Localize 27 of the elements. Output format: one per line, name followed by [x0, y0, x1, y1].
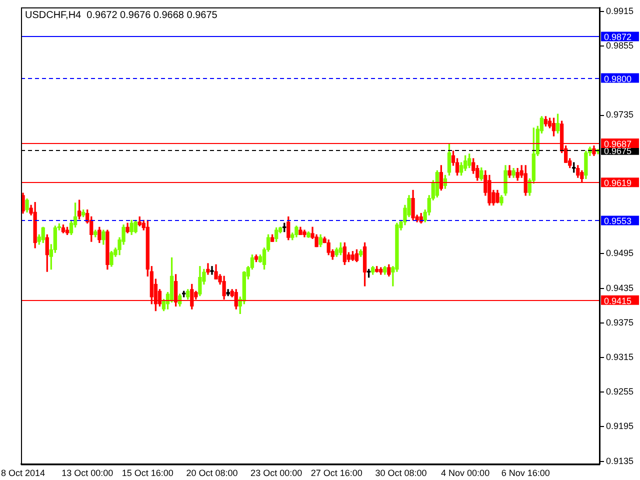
y-tick-label: 0.9435: [606, 282, 634, 293]
y-tick-label: 0.9495: [606, 248, 634, 258]
y-tick-label: 0.9315: [606, 352, 634, 362]
x-tick-label: 15 Oct 16:00: [122, 468, 174, 478]
candlestick: [210, 266, 214, 275]
x-tick-label: 13 Oct 00:00: [62, 468, 114, 478]
y-tick-label: 0.9195: [606, 421, 634, 432]
x-tick-label: 6 Nov 16:00: [501, 468, 550, 478]
x-tick-label: 27 Oct 16:00: [310, 468, 362, 478]
chart-title: USDCHF,H4 0.9672 0.9676 0.9668 0.9675: [25, 10, 218, 22]
x-tick-label: 23 Oct 00:00: [250, 468, 302, 478]
y-tick-label: 0.9375: [606, 317, 634, 328]
ref-line-label: 0.9687: [604, 138, 632, 149]
ref-line-label: 0.9800: [604, 74, 632, 84]
ref-line-label: 0.9872: [604, 32, 632, 42]
y-tick-label: 0.9135: [606, 456, 634, 466]
y-tick-label: 0.9735: [606, 110, 634, 120]
ref-line-label: 0.9415: [604, 296, 632, 306]
y-tick-label: 0.9915: [606, 6, 634, 16]
y-tick-label: 0.9255: [606, 386, 634, 397]
y-tick-label: 0.9855: [606, 40, 634, 51]
ref-line-label: 0.9553: [604, 216, 632, 226]
x-tick-label: 4 Nov 00:00: [441, 468, 490, 478]
x-tick-label: 20 Oct 08:00: [186, 468, 238, 478]
x-tick-label: 8 Oct 2014: [1, 468, 46, 478]
ref-line-label: 0.9619: [604, 178, 632, 188]
x-tick-label: 30 Oct 08:00: [375, 468, 427, 478]
